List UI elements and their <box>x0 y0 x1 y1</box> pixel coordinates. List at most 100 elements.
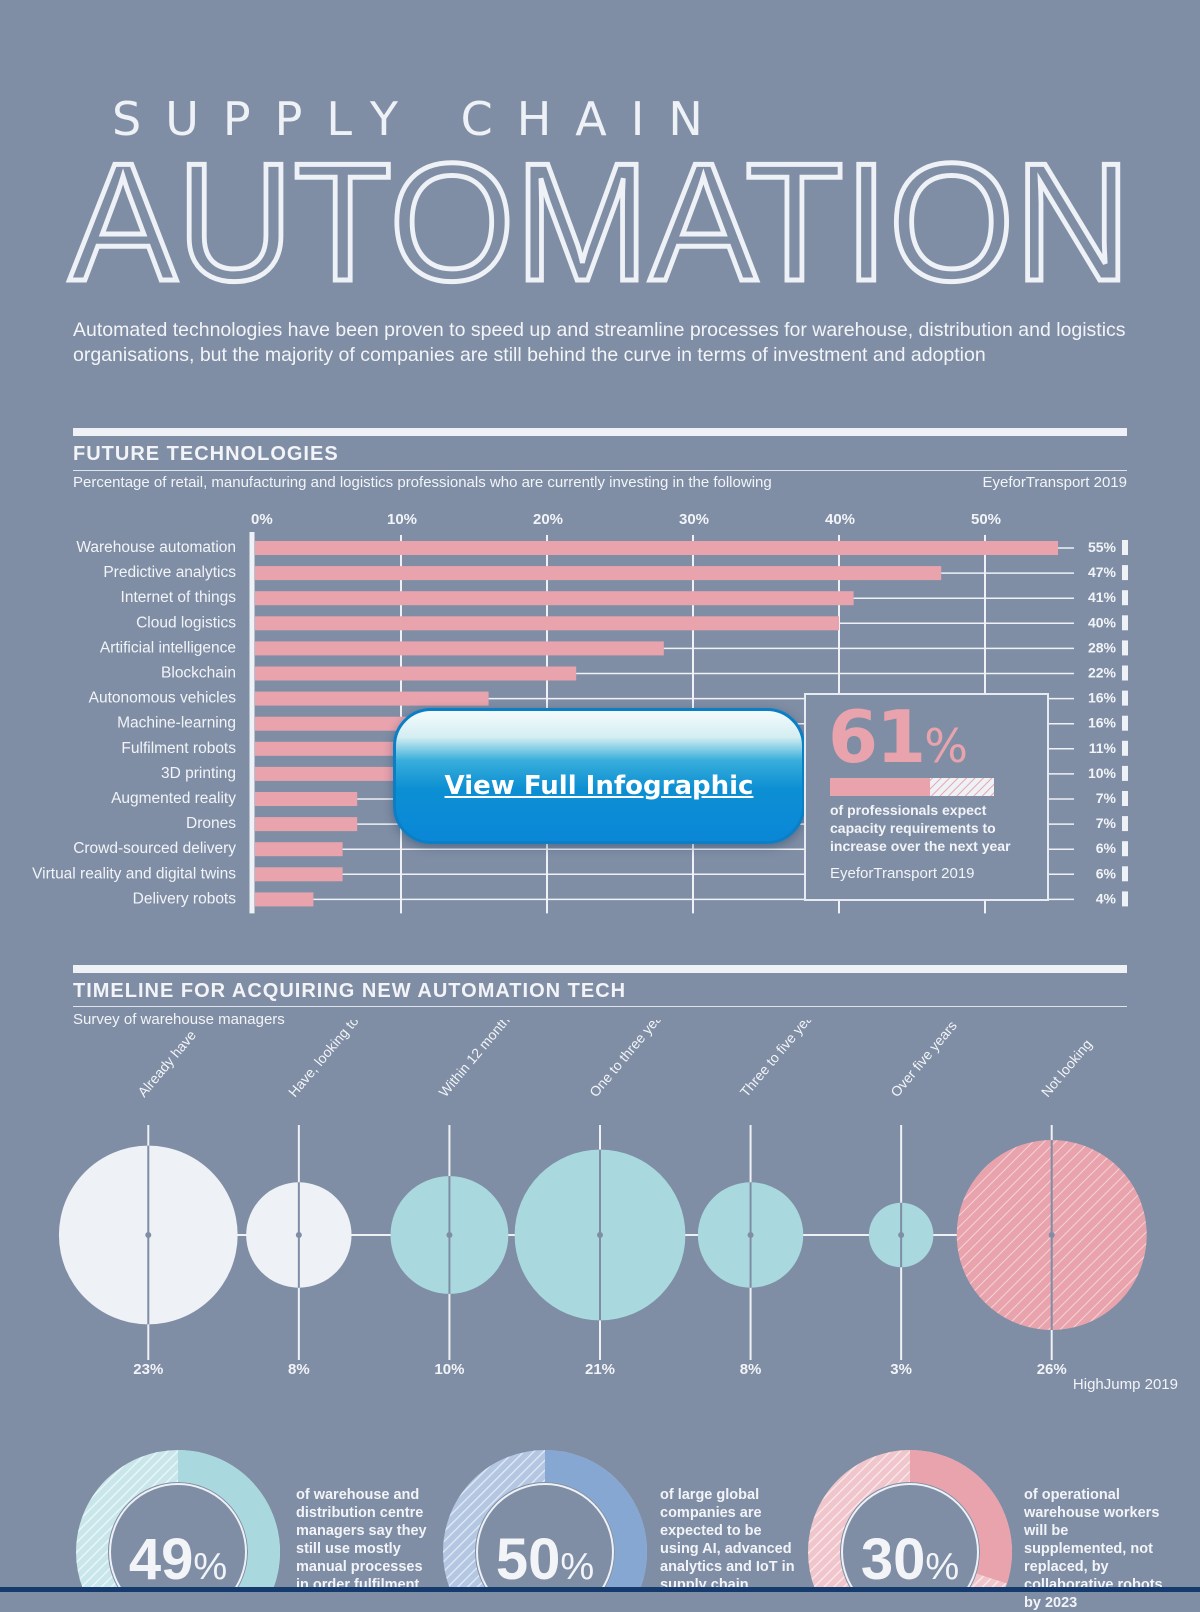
bar-end-tick <box>1122 891 1128 907</box>
bar <box>255 566 942 581</box>
future-section-title: FUTURE TECHNOLOGIES <box>73 443 339 465</box>
donut-inner-ring <box>841 1483 979 1592</box>
intro-text: Automated technologies have been proven … <box>73 319 1126 366</box>
donut-percent-sign: % <box>925 1546 959 1588</box>
bar-end-tick <box>1122 565 1128 581</box>
supertitle: SUPPLY CHAIN <box>112 92 727 146</box>
donut-value-label: 49% <box>129 1527 227 1592</box>
bar <box>255 766 401 781</box>
donut-3-text: of operational warehouse workers will be… <box>1024 1487 1163 1611</box>
bubble-category-label: Three to five years <box>737 1020 824 1100</box>
bar-value-label: 11% <box>1089 740 1117 756</box>
bubble-value-label: 21% <box>585 1361 615 1378</box>
callout-source: EyeforTransport 2019 <box>830 865 975 882</box>
bubble-value-label: 10% <box>434 1361 464 1378</box>
donut-inner-ring <box>476 1483 614 1592</box>
section-rule-future <box>73 428 1127 436</box>
future-section-subtitle: Percentage of retail, manufacturing and … <box>73 474 772 491</box>
donut-number: 30 <box>861 1527 926 1592</box>
donut-segment <box>545 1450 647 1592</box>
future-source: EyeforTransport 2019 <box>982 474 1127 491</box>
bar-end-tick <box>1122 715 1128 731</box>
bar-category-label: Delivery robots <box>133 890 237 907</box>
x-tick-label: 50% <box>971 511 1001 528</box>
bar-category-label: Cloud logistics <box>136 614 236 631</box>
bubble-center-dot <box>898 1232 905 1238</box>
x-tick-label: 20% <box>533 511 563 528</box>
timeline-bubble-chart: 23% Already have 8% Have, looking to upgrad… <box>58 1020 1147 1378</box>
donut-segment <box>910 1450 1012 1584</box>
section-rule-timeline <box>73 965 1127 973</box>
callout-text: of professionals expect capacity require… <box>830 802 1011 854</box>
bubble-center-dot <box>747 1232 754 1238</box>
bar <box>255 867 343 882</box>
bar-end-tick <box>1122 665 1128 681</box>
bar-value-label: 7% <box>1096 790 1117 806</box>
bubble-category-label: Have, looking to upgrade <box>285 1020 397 1100</box>
bubble-value-label: 8% <box>288 1361 310 1378</box>
bubble-center-dot <box>295 1232 302 1238</box>
bar-value-label: 16% <box>1088 715 1117 731</box>
x-tick-label: 40% <box>825 511 855 528</box>
donut-segment <box>178 1450 280 1592</box>
stat-donuts: 49% 50% 30% <box>76 1450 1012 1592</box>
bar <box>255 842 343 857</box>
donut-number: 50 <box>496 1527 561 1592</box>
callout-number: 61 <box>828 695 926 779</box>
bar <box>255 616 839 631</box>
bar-category-label: Fulfilment robots <box>121 740 236 757</box>
bar-category-label: Augmented reality <box>111 790 236 807</box>
donut-percent-sign: % <box>560 1546 594 1588</box>
bar-value-label: 10% <box>1088 765 1117 781</box>
bar <box>255 817 358 832</box>
bar-end-tick <box>1122 866 1128 882</box>
timeline-section-subtitle: Survey of warehouse managers <box>73 1011 285 1028</box>
callout-bar-fill <box>830 778 931 796</box>
capacity-callout: 61% of professionals expect capacity req… <box>804 693 1049 901</box>
bubble-value-label: 26% <box>1037 1361 1067 1378</box>
bar-value-label: 47% <box>1088 564 1117 580</box>
bubble-center-dot <box>446 1232 453 1238</box>
bar-value-label: 6% <box>1096 865 1117 881</box>
callout-progress-bar <box>830 778 994 796</box>
donut-1-text: of warehouse and distribution centre man… <box>296 1487 427 1593</box>
bar-end-tick <box>1122 841 1128 857</box>
bar-category-label: Warehouse automation <box>76 539 236 556</box>
donut-number: 49 <box>129 1527 194 1592</box>
donut-percent-sign: % <box>193 1546 227 1588</box>
donut-value-label: 30% <box>861 1527 959 1592</box>
bar-value-label: 4% <box>1096 890 1117 906</box>
bar <box>255 541 1058 555</box>
main-title-text: AUTOMATION <box>69 140 1131 300</box>
bar-end-tick <box>1122 640 1128 656</box>
bar-category-label: Blockchain <box>161 665 236 682</box>
view-full-infographic-label: View Full Infographic <box>444 771 754 801</box>
bar-end-tick <box>1122 615 1128 631</box>
bubble-center-dot <box>1048 1232 1055 1238</box>
bar-value-label: 28% <box>1088 639 1117 655</box>
bar-end-tick <box>1122 740 1128 756</box>
bar-value-label: 41% <box>1088 589 1117 605</box>
bar-category-label: Virtual reality and digital twins <box>32 865 236 882</box>
bar-category-label: Artificial intelligence <box>100 639 236 656</box>
main-title: AUTOMATION <box>67 140 1134 300</box>
bar-value-label: 40% <box>1088 614 1117 630</box>
x-tick-label: 10% <box>387 511 417 528</box>
bubble-center-dot <box>597 1232 603 1238</box>
bubble-center-dot <box>145 1232 152 1238</box>
bar-category-label: Autonomous vehicles <box>89 690 237 707</box>
bar <box>255 892 314 907</box>
bar-category-label: Predictive analytics <box>103 564 236 581</box>
bar-value-label: 55% <box>1088 539 1117 555</box>
bar-value-label: 6% <box>1096 840 1117 856</box>
view-full-infographic-button[interactable]: View Full Infographic <box>393 708 805 844</box>
bar-category-label: Internet of things <box>121 589 237 606</box>
bubble-value-label: 3% <box>890 1361 912 1378</box>
bar <box>255 691 489 706</box>
x-tick-label: 30% <box>679 511 709 528</box>
bar-value-label: 7% <box>1096 815 1117 831</box>
donut-value-label: 50% <box>496 1527 594 1592</box>
bar-category-label: 3D printing <box>161 765 236 782</box>
bar-value-label: 16% <box>1088 690 1117 706</box>
bar-end-tick <box>1122 690 1128 706</box>
